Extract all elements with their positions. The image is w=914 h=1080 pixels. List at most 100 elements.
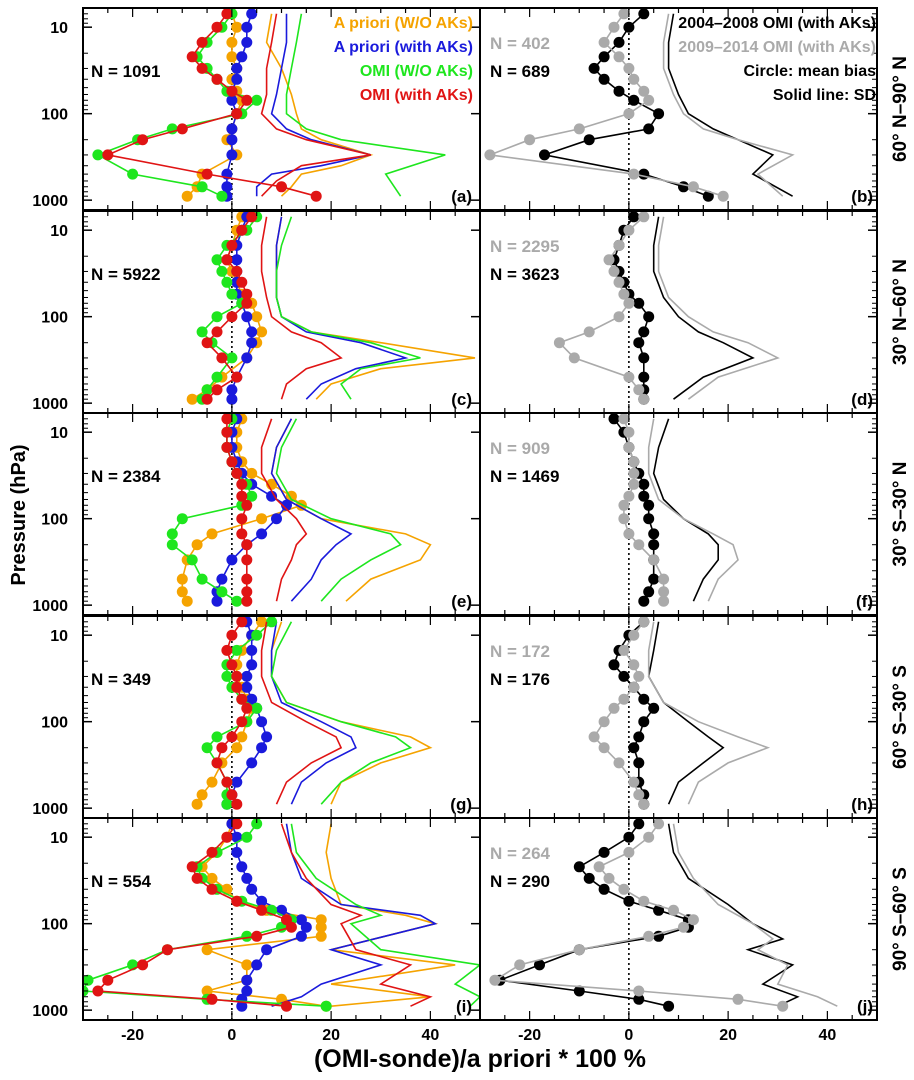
left-series-3-bias-point (231, 798, 243, 810)
left-series-2-bias-point (221, 670, 233, 682)
left-series-3-group (102, 8, 371, 202)
sample-count-right-2004: N = 176 (490, 670, 550, 689)
right-series-0-bias-point (573, 985, 585, 997)
right-series-1-bias-point (623, 528, 635, 540)
right-series-1-bias-point (777, 1000, 789, 1012)
left-series-1-bias-point (256, 895, 268, 907)
left-series-2-sd-line (270, 621, 413, 805)
left-series-3-bias-point (241, 595, 253, 607)
right-series-0-bias-point (638, 352, 650, 364)
right-series-1-bias-point (638, 393, 650, 405)
left-series-0-sd-line (275, 216, 476, 400)
left-series-0-bias-point (315, 921, 327, 933)
right-series-1-bias-point (608, 702, 620, 714)
left-series-3-bias-point (191, 872, 203, 884)
right-series-0-bias-point (628, 742, 640, 754)
right-series-1-bias-point (658, 595, 670, 607)
left-series-3-bias-point (221, 413, 233, 425)
left-series-1-bias-point (246, 8, 258, 20)
left-series-1-sd-line (275, 216, 409, 400)
right-series-0-bias-point (643, 123, 655, 135)
left-series-0-bias-point (226, 51, 238, 63)
sample-count-right-2009: N = 909 (490, 439, 550, 458)
right-series-1-bias-point (638, 895, 650, 907)
right-series-1-bias-point (638, 798, 650, 810)
right-series-0-bias-point (618, 670, 630, 682)
right-series-0-bias-point (613, 36, 625, 48)
panel-frame-left (82, 412, 481, 616)
left-series-3-bias-point (281, 1000, 292, 1012)
sample-count-left: N = 1091 (91, 62, 160, 81)
left-series-3-bias-point (211, 73, 223, 85)
right-series-1-bias-point (524, 134, 536, 146)
right-series-0-group (539, 8, 793, 202)
left-series-2-bias-point (246, 490, 258, 502)
left-series-3-bias-point (236, 528, 248, 540)
left-series-2-bias-point (92, 149, 104, 161)
right-series-0-bias-point (678, 181, 689, 193)
left-series-2-bias-point (201, 384, 213, 396)
left-series-2-bias-point (226, 352, 238, 364)
y-tick-label: 100 (41, 107, 68, 124)
right-series-1-bias-point (717, 190, 729, 202)
left-series-3-sd-line (260, 216, 343, 400)
left-series-3-bias-point (241, 539, 253, 551)
right-series-1-bias-point (638, 211, 650, 223)
left-series-1-bias-point (231, 62, 243, 74)
left-series-0-bias-point (176, 573, 188, 585)
left-series-1-bias-point (216, 573, 228, 585)
left-series-3-bias-point (226, 85, 238, 97)
left-series-1-bias-point (226, 94, 238, 106)
region-label: 90° S–60° S (890, 867, 911, 971)
y-tick-label: 100 (41, 917, 68, 934)
right-series-0-bias-point (598, 883, 610, 895)
right-series-0-bias-point (643, 311, 655, 323)
left-series-2-bias-point (251, 629, 263, 641)
left-series-1-bias-point (251, 959, 263, 971)
right-series-0-bias-point (623, 895, 635, 907)
right-series-1-bias-point (643, 831, 655, 843)
right-series-1-bias-point (489, 974, 501, 986)
right-series-0-bias-point (588, 62, 600, 74)
panel-label: (b) (851, 187, 873, 206)
right-series-1-bias-point (648, 554, 660, 566)
left-series-1-bias-point (281, 499, 292, 511)
left-series-2-bias-point (216, 190, 228, 202)
left-series-2-bias-point (196, 326, 208, 338)
left-series-1-bias-point (241, 352, 253, 364)
right-series-0-bias-point (643, 513, 655, 525)
left-series-1-bias-point (246, 883, 258, 895)
y-axis-title: Pressure (hPa) (8, 444, 30, 585)
right-series-0-bias-point (653, 108, 665, 120)
right-series-1-bias-point (633, 789, 645, 801)
right-series-0-bias-point (598, 846, 610, 858)
right-series-0-bias-point (638, 716, 650, 728)
left-series-2-group (92, 8, 446, 202)
left-series-1-bias-point (231, 776, 243, 788)
legend-left-entry: A priori (W/O AKs) (334, 15, 473, 32)
left-series-2-bias-point (251, 818, 263, 830)
right-series-0-bias-point (643, 499, 655, 511)
left-series-1-bias-point (241, 681, 253, 693)
sample-count-right-2004: N = 3623 (490, 265, 559, 284)
left-series-3-bias-point (231, 895, 243, 907)
right-series-0-bias-point (638, 168, 650, 180)
legend-right-entry: Solid line: SD (773, 87, 876, 104)
panel-frame-left (82, 615, 481, 819)
left-series-3-bias-point (236, 716, 248, 728)
right-series-1-bias-point (613, 757, 625, 769)
right-series-1-bias-point (514, 959, 526, 971)
sample-count-left: N = 5922 (91, 265, 160, 284)
left-series-1-bias-point (226, 554, 238, 566)
panel-label: (a) (451, 187, 472, 206)
left-series-1-bias-point (241, 974, 253, 986)
right-series-1-bias-point (603, 254, 615, 266)
right-series-1-bias-point (628, 629, 640, 641)
left-series-0-bias-point (256, 513, 268, 525)
left-series-3-sd-line (260, 13, 371, 197)
left-series-1-bias-point (231, 846, 243, 858)
panel-label: (d) (851, 390, 873, 409)
left-series-3-bias-point (211, 21, 223, 33)
left-series-3-bias-point (241, 297, 253, 309)
left-series-3-bias-point (221, 426, 233, 438)
